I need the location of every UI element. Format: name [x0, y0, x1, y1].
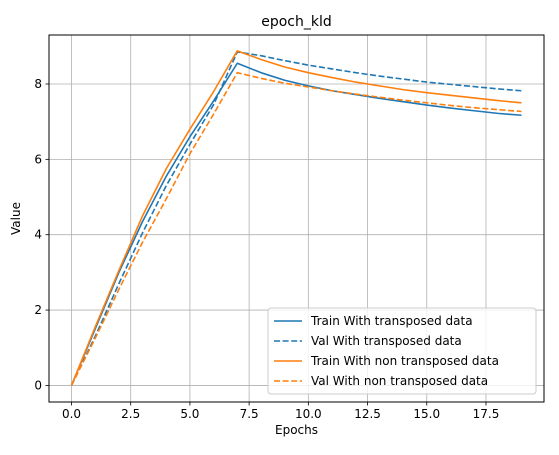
x-tick-label: 12.5: [354, 407, 381, 421]
legend-box: [267, 307, 537, 395]
x-tick-label: 10.0: [295, 407, 322, 421]
legend-label: Train With transposed data: [310, 314, 473, 328]
legend-label: Val With transposed data: [311, 334, 462, 348]
x-tick-label: 7.5: [240, 407, 259, 421]
series-line-2: [70, 50, 522, 386]
legend-label: Train With non transposed data: [310, 354, 499, 368]
y-axis-label: Value: [9, 202, 23, 235]
legend: Train With transposed data Val With trans…: [267, 307, 537, 395]
x-axis-ticks: 0.0 2.5 5.0 7.5 10.0 12.5 15.0 17.5: [62, 402, 499, 421]
x-tick-label: 2.5: [121, 407, 140, 421]
y-axis-ticks: 0 2 4 6 8: [34, 77, 49, 392]
y-tick-label: 0: [34, 378, 42, 392]
legend-label: Val With non transposed data: [311, 374, 488, 388]
y-tick-label: 2: [34, 303, 42, 317]
x-tick-label: 17.5: [473, 407, 500, 421]
y-tick-label: 4: [34, 228, 42, 242]
x-axis-label: Epochs: [275, 423, 318, 437]
y-tick-label: 8: [34, 77, 42, 91]
y-tick-label: 6: [34, 152, 42, 166]
x-tick-label: 5.0: [180, 407, 199, 421]
series-line-3: [70, 71, 522, 386]
x-tick-label: 0.0: [62, 407, 81, 421]
chart-title: epoch_kld: [261, 14, 332, 30]
series-layer: [70, 50, 522, 386]
plot-frame: [48, 34, 545, 403]
series-line-0: [70, 62, 522, 386]
series-line-1: [70, 51, 522, 386]
x-tick-label: 15.0: [413, 407, 440, 421]
